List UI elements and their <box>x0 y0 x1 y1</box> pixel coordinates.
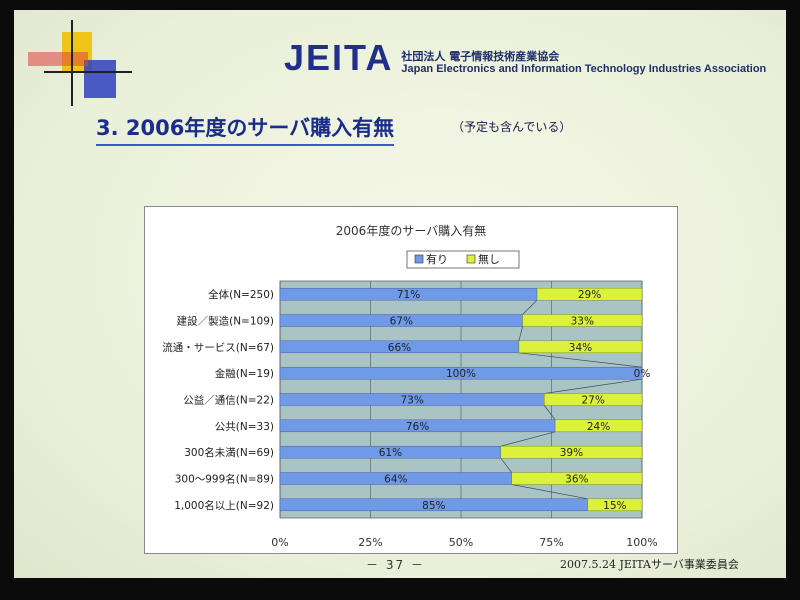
x-tick-label: 100% <box>626 536 657 549</box>
series-line <box>544 378 643 394</box>
series-line <box>500 457 512 473</box>
org-name-en: Japan Electronics and Information Techno… <box>401 63 767 75</box>
data-label-no: 39% <box>560 447 583 459</box>
series-line <box>518 326 523 341</box>
legend-box <box>406 250 520 269</box>
data-label-no: 27% <box>581 395 604 407</box>
legend-label-1: 有り <box>426 252 448 266</box>
series-line <box>543 405 556 421</box>
org-name-jp: 社団法人 電子情報技術産業協会 <box>401 50 560 63</box>
data-label-yes: 66% <box>388 342 411 354</box>
bar-no <box>500 445 643 459</box>
logo-decoration <box>28 20 132 106</box>
category-label: 全体(N=250) <box>208 288 274 301</box>
slide-title: 3. 2006年度のサーバ購入有無 <box>96 112 395 146</box>
series-line <box>511 484 588 500</box>
data-label-yes: 85% <box>422 500 445 512</box>
page-number: － 37 － <box>366 558 425 572</box>
category-label: 公益／通信(N=22) <box>183 394 274 407</box>
data-label-no: 24% <box>587 421 610 433</box>
series-line <box>500 431 556 447</box>
category-label: 建設／製造(N=109) <box>177 315 274 328</box>
x-tick-label: 75% <box>539 536 563 549</box>
category-label: 流通・サービス(N=67) <box>162 341 274 354</box>
data-label-no: 36% <box>565 474 588 486</box>
bar-no <box>511 472 643 485</box>
x-tick-label: 50% <box>449 536 473 549</box>
series-line <box>518 352 643 368</box>
data-label-no: 34% <box>569 342 592 354</box>
legend-swatch-2 <box>466 254 476 264</box>
category-label: 金融(N=19) <box>215 367 274 380</box>
data-label-yes: 71% <box>397 289 420 301</box>
slide-subtitle: （予定も含んでいる） <box>452 120 572 134</box>
data-label-no: 29% <box>578 289 601 301</box>
category-label: 300名未満(N=69) <box>184 446 274 459</box>
legend-label-2: 無し <box>478 252 500 266</box>
data-label-no: 0% <box>634 368 651 380</box>
category-label: 300～999名(N=89) <box>175 473 274 486</box>
bar-no <box>554 419 643 433</box>
x-tick-label: 25% <box>358 536 382 549</box>
slide: JEITA 社団法人 電子情報技術産業協会 Japan Electronics … <box>14 10 786 578</box>
category-label: 1,000名以上(N=92) <box>174 499 274 512</box>
data-label-yes: 61% <box>379 447 402 459</box>
bar-no <box>544 393 643 406</box>
bar-yes <box>279 366 643 380</box>
data-label-yes: 100% <box>446 368 476 380</box>
x-tick-label: 0% <box>271 536 288 549</box>
data-label-yes: 64% <box>384 474 407 486</box>
category-label: 公共(N=33) <box>215 421 274 433</box>
brand-text: 社団法人 電子情報技術産業協会 Japan Electronics and In… <box>401 50 766 76</box>
brand-header: JEITA 社団法人 電子情報技術産業協会 Japan Electronics … <box>284 40 766 76</box>
data-label-yes: 67% <box>390 316 413 328</box>
brand-logo: JEITA <box>284 37 394 78</box>
footer-credit: 2007.5.24 JEITAサーバ事業委員会 <box>560 558 739 571</box>
bar-no <box>518 340 643 354</box>
chart-container: 2006年度のサーバ購入有無有り 無し 0% 25% 50% 75% 100% 全体(N=25… <box>144 206 678 554</box>
bar-no <box>522 314 643 327</box>
legend-swatch-1 <box>414 254 424 264</box>
data-label-no: 15% <box>603 500 626 512</box>
bar-no <box>536 287 643 301</box>
data-label-yes: 73% <box>400 395 423 407</box>
series-line <box>522 299 538 315</box>
bar-no <box>587 498 643 512</box>
chart-title: 2006年度のサーバ購入有無 <box>336 223 486 238</box>
data-label-yes: 76% <box>406 421 429 433</box>
data-label-no: 33% <box>571 316 594 328</box>
